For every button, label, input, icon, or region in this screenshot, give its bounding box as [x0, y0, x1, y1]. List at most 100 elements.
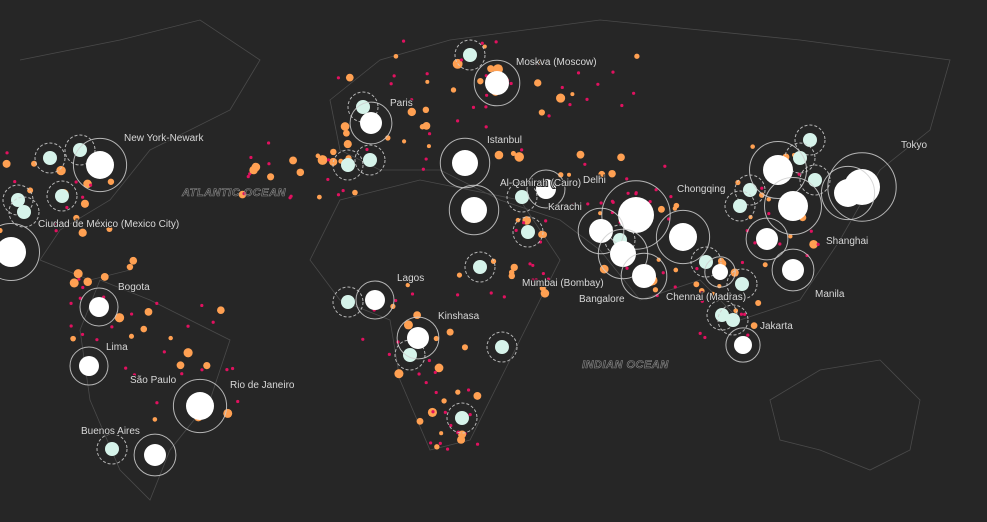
medium-city-dot: [152, 417, 158, 422]
megacity-dot: [669, 223, 697, 251]
megacity-ring: [448, 184, 500, 236]
megacity-ring: [820, 165, 876, 221]
small-city-dot: [200, 368, 204, 372]
small-city-dot: [753, 241, 757, 245]
medium-city-dot: [709, 291, 716, 299]
large-city-ring: [8, 196, 40, 228]
medium-city-dot: [608, 169, 616, 178]
medium-city-dot: [416, 417, 424, 425]
megacity-ring: [133, 433, 177, 477]
small-city-dot: [289, 194, 293, 198]
city-label: Bangalore: [579, 294, 625, 305]
medium-city-dot: [567, 172, 572, 177]
medium-city-dot: [217, 306, 225, 315]
medium-city-dot: [407, 107, 416, 117]
small-city-dot: [392, 74, 396, 78]
small-city-dot: [541, 271, 545, 276]
large-city-dot: [733, 199, 747, 213]
small-city-dot: [797, 172, 801, 176]
large-city-dot: [11, 193, 25, 207]
large-city-dot: [699, 255, 713, 269]
megacity-dot: [632, 264, 656, 288]
small-city-dot: [248, 172, 252, 176]
megacity-ring: [827, 152, 897, 222]
small-city-dot: [81, 195, 85, 199]
medium-city-dot: [457, 435, 466, 444]
small-city-dot: [401, 39, 406, 43]
medium-city-dot: [128, 333, 135, 339]
small-city-dot: [626, 191, 630, 195]
medium-city-dot: [343, 129, 350, 137]
megacity-ring: [439, 137, 491, 189]
megacity-ring: [577, 207, 625, 255]
medium-city-dot: [203, 361, 211, 370]
medium-city-dot: [788, 234, 793, 239]
medium-city-dot: [766, 197, 771, 202]
small-city-dot: [778, 242, 782, 246]
small-city-dot: [743, 312, 747, 316]
city-label: Rio de Janeiro: [230, 380, 295, 391]
megacity-ring: [72, 137, 128, 193]
megacity-dot: [712, 264, 728, 280]
large-city-dot: [808, 173, 822, 187]
small-city-dot: [425, 72, 429, 76]
large-city-dot: [495, 340, 509, 354]
small-city-dot: [230, 366, 235, 371]
medium-city-dot: [434, 363, 444, 373]
small-city-dot: [110, 325, 114, 329]
megacity-ring: [396, 316, 440, 360]
medium-city-dot: [510, 263, 518, 272]
medium-city-dot: [540, 231, 547, 238]
small-city-dot: [77, 277, 81, 281]
small-city-dot: [625, 266, 629, 270]
megacity-dot: [89, 297, 109, 317]
small-city-dot: [211, 320, 215, 324]
small-city-dot: [538, 240, 543, 244]
small-city-dot: [489, 291, 493, 295]
city-label: Tokyo: [901, 140, 928, 151]
small-city-dot: [326, 177, 330, 182]
small-city-dot: [434, 390, 438, 395]
small-city-dot: [632, 91, 636, 95]
city-label: Ciudad de México (Mexico City): [38, 219, 179, 230]
megacity-dot: [763, 155, 793, 185]
medium-city-dot: [315, 153, 321, 159]
medium-city-dot: [345, 73, 354, 82]
small-city-dot: [389, 82, 393, 86]
large-city-dot: [463, 48, 477, 62]
medium-city-dot: [340, 122, 350, 131]
small-city-dot: [427, 358, 431, 363]
small-city-dot: [54, 229, 58, 233]
medium-city-dot: [426, 144, 431, 149]
small-city-dot: [365, 147, 369, 152]
small-city-dot: [531, 263, 535, 268]
large-city-ring: [486, 331, 518, 363]
medium-city-dot: [83, 277, 92, 287]
medium-city-dot: [168, 335, 173, 341]
city-label: Delhi: [583, 175, 606, 186]
small-city-dot: [456, 119, 460, 123]
medium-city-dot: [482, 44, 487, 49]
small-city-dot: [459, 58, 464, 62]
small-city-dot: [468, 413, 472, 417]
megacity-ring: [771, 248, 815, 292]
medium-city-dot: [657, 205, 665, 213]
megacity-dot: [778, 191, 808, 221]
city-label: Chennai (Madras): [666, 292, 746, 303]
medium-city-dot: [441, 398, 447, 404]
large-city-ring: [64, 134, 96, 166]
large-city-dot: [363, 153, 377, 167]
small-city-dot: [648, 199, 652, 204]
small-city-dot: [431, 410, 435, 414]
small-city-dot: [341, 188, 345, 193]
large-city-dot: [43, 151, 57, 165]
small-city-dot: [620, 103, 624, 108]
megacity-dot: [782, 259, 804, 281]
large-city-ring: [34, 142, 66, 174]
small-city-dot: [236, 399, 240, 404]
medium-city-dot: [538, 60, 544, 66]
large-city-dot: [55, 189, 69, 203]
medium-city-dot: [762, 262, 768, 268]
city-label: Al-Qahirah (Cairo): [500, 178, 581, 189]
small-city-dot: [698, 331, 702, 336]
